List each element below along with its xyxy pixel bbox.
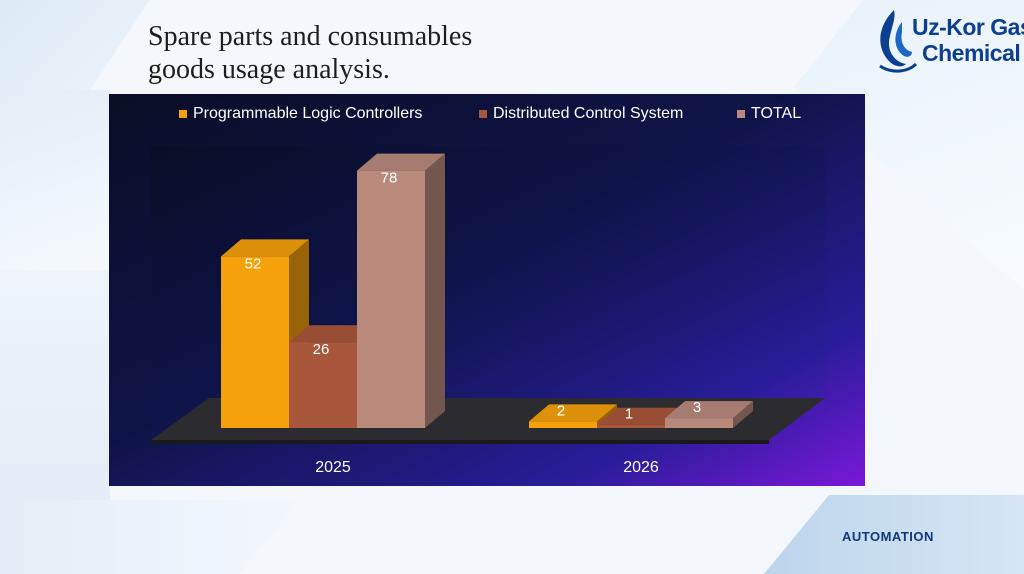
legend-label-1: Programmable Logic Controllers — [193, 105, 422, 122]
bg-decor-left-top — [0, 0, 150, 90]
bg-decor-left-mid — [0, 90, 110, 270]
company-logo-icon — [879, 10, 918, 73]
bg-decor-left-low — [0, 270, 110, 520]
legend-swatch-1 — [179, 110, 187, 118]
chart-floor-front — [151, 440, 769, 444]
legend-label-3: TOTAL — [751, 105, 801, 122]
bar-front-2026-s2 — [597, 424, 665, 428]
bar-top-2026-s1 — [529, 404, 617, 422]
bar-front-2025-s3 — [357, 170, 425, 428]
data-label-2026-s3: 3 — [693, 399, 701, 416]
bar-front-2026-s1 — [529, 421, 597, 428]
data-label-2025-s1: 52 — [245, 255, 262, 272]
legend-label-2: Distributed Control System — [493, 105, 683, 122]
bar-front-2025-s1 — [221, 256, 289, 428]
chart-x-axis: 2025 2026 — [315, 459, 659, 476]
bar-side-2025-s3 — [425, 153, 445, 428]
data-label-2025-s3: 78 — [381, 170, 398, 187]
legend-swatch-3 — [737, 110, 745, 118]
bar-front-2026-s3 — [665, 418, 733, 428]
bar-top-2025-s3 — [357, 153, 445, 171]
slide-title-line-1: Spare parts and consumables — [148, 21, 473, 52]
bar-top-2025-s2 — [289, 325, 377, 343]
slide-title-line-2: goods usage analysis. — [148, 54, 390, 85]
chart-container: Programmable Logic Controllers Distribute… — [109, 94, 865, 486]
data-label-2026-s1: 2 — [557, 402, 565, 419]
slide-title: Spare parts and consumables goods usage … — [148, 20, 472, 86]
chart-legend: Programmable Logic Controllers Distribute… — [179, 105, 801, 122]
bar-top-2025-s1 — [221, 239, 309, 257]
x-tick-label-2025: 2025 — [315, 459, 351, 476]
chart-data-labels: 52 26 78 2 1 3 — [245, 170, 702, 423]
chart-bars — [221, 153, 753, 428]
bar-front-2025-s2 — [289, 342, 357, 428]
logo-line-2: Chemical — [922, 40, 1021, 66]
company-logo-text: Uz-Kor Gas Chemical — [912, 14, 1024, 66]
data-label-2026-s2: 1 — [625, 406, 633, 423]
x-tick-label-2026: 2026 — [623, 459, 659, 476]
bar-top-2026-s3 — [665, 401, 753, 419]
logo-line-1: Uz-Kor Gas — [912, 14, 1024, 40]
bg-decor-bottom-left — [0, 500, 300, 574]
data-label-2025-s2: 26 — [313, 341, 330, 358]
bar-top-2026-s2 — [597, 407, 685, 425]
footer-label: AUTOMATION — [842, 529, 934, 544]
bar-chart-3d: Programmable Logic Controllers Distribute… — [109, 94, 865, 486]
bar-side-2026-s3 — [733, 401, 753, 428]
legend-swatch-2 — [479, 110, 487, 118]
